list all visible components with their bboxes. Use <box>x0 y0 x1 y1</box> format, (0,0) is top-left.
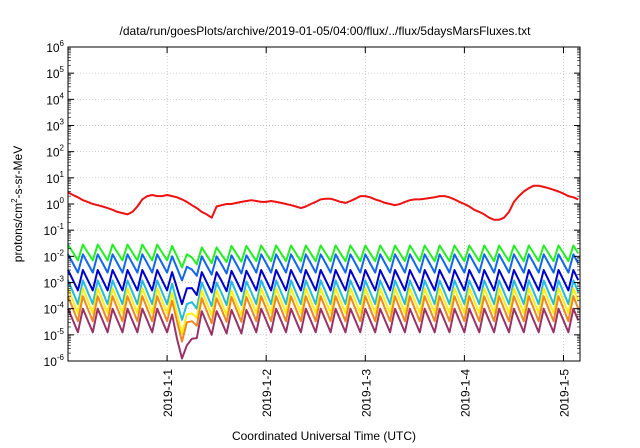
chart-title: /data/run/goesPlots/archive/2019-01-05/0… <box>120 24 532 38</box>
y-tick-base: 10 <box>46 146 60 160</box>
series-line-6 <box>67 287 580 335</box>
y-tick-label: 10-6 <box>44 353 65 369</box>
y-tick-base: 10 <box>44 303 58 317</box>
y-tick-label: 10-2 <box>44 248 65 264</box>
y-tick-label: 10-1 <box>44 222 65 238</box>
y-axis-title: protons/cm2-s-sr-MeV <box>10 146 25 262</box>
y-axis-title-part1: protons/cm <box>11 203 25 262</box>
y-tick-label: 106 <box>46 39 64 55</box>
y-tick-label: 101 <box>46 170 64 186</box>
y-tick-exponent: 5 <box>60 65 65 74</box>
y-tick-base: 10 <box>46 120 60 134</box>
x-axis-title: Coordinated Universal Time (UTC) <box>232 429 416 443</box>
series-line-7 <box>67 295 580 343</box>
y-tick-label: 10-5 <box>44 327 65 343</box>
y-tick-label: 105 <box>46 65 64 81</box>
y-tick-base: 10 <box>44 277 58 291</box>
y-tick-exponent: -2 <box>57 248 65 257</box>
series-line-5 <box>67 279 580 321</box>
y-tick-label: 100 <box>46 196 64 212</box>
y-tick-exponent: -4 <box>57 301 65 310</box>
y-tick-exponent: 0 <box>60 196 65 205</box>
x-tick-label: 2019-1-3 <box>359 369 373 417</box>
y-axis-title-exponent: 2 <box>10 198 19 203</box>
y-tick-exponent: 2 <box>60 144 65 153</box>
y-tick-exponent: -5 <box>57 327 65 336</box>
y-tick-base: 10 <box>46 67 60 81</box>
series-line-8 <box>67 307 580 360</box>
y-tick-base: 10 <box>46 41 60 55</box>
y-tick-exponent: -6 <box>57 353 65 362</box>
y-tick-exponent: 3 <box>60 118 65 127</box>
x-tick-label: 2019-1-4 <box>458 369 472 417</box>
series-line-4 <box>67 269 580 306</box>
y-tick-exponent: 4 <box>60 91 65 100</box>
y-tick-base: 10 <box>44 224 58 238</box>
y-tick-exponent: 1 <box>60 170 65 179</box>
series-group <box>67 184 580 360</box>
y-tick-label: 102 <box>46 144 64 160</box>
y-tick-label: 10-3 <box>44 275 65 291</box>
x-tick-label: 2019-1-2 <box>260 369 274 417</box>
y-tick-base: 10 <box>44 329 58 343</box>
x-tick-label: 2019-1-5 <box>557 369 571 417</box>
y-tick-base: 10 <box>44 355 58 369</box>
x-tick-label: 2019-1-1 <box>161 369 175 417</box>
y-tick-label: 104 <box>46 91 64 107</box>
y-tick-exponent: 6 <box>60 39 65 48</box>
y-tick-exponent: -3 <box>57 275 65 284</box>
y-tick-base: 10 <box>46 198 60 212</box>
y-tick-base: 10 <box>46 93 60 107</box>
y-tick-base: 10 <box>44 250 58 264</box>
series-line-3 <box>67 253 580 282</box>
series-line-2 <box>67 243 580 269</box>
y-axis-title-part2: -s-sr-MeV <box>11 146 25 199</box>
y-tick-label: 103 <box>46 118 64 134</box>
x-axis-ticks: 2019-1-1 2019-1-2 2019-1-3 2019-1-4 2019-1-5 <box>161 47 571 417</box>
y-axis-ticks: 10-610-510-410-310-210-11001011021031041… <box>44 39 580 369</box>
series-line-1 <box>67 184 579 221</box>
y-tick-label: 10-4 <box>44 301 65 317</box>
y-tick-base: 10 <box>46 172 60 186</box>
y-tick-exponent: -1 <box>57 222 65 231</box>
